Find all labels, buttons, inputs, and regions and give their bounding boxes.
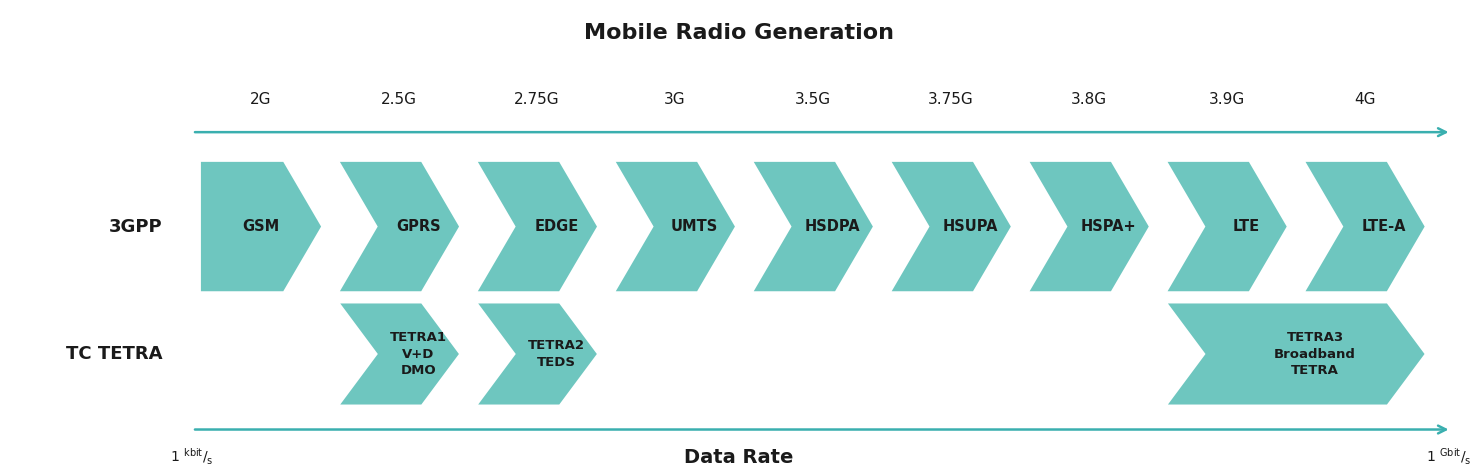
Text: 3G: 3G	[664, 92, 686, 107]
Polygon shape	[1165, 160, 1289, 293]
Polygon shape	[1165, 302, 1426, 406]
Text: TETRA2
TEDS: TETRA2 TEDS	[528, 339, 585, 369]
Polygon shape	[200, 160, 322, 293]
Polygon shape	[476, 302, 599, 406]
Polygon shape	[337, 302, 461, 406]
Text: Data Rate: Data Rate	[684, 448, 794, 467]
Text: 2.5G: 2.5G	[381, 92, 417, 107]
Text: TC TETRA: TC TETRA	[67, 345, 163, 363]
Polygon shape	[1027, 160, 1150, 293]
Text: 3.75G: 3.75G	[928, 92, 974, 107]
Text: LTE-A: LTE-A	[1361, 219, 1406, 234]
Text: $1\ \mathregular{^{kbit}/_{s}}$: $1\ \mathregular{^{kbit}/_{s}}$	[170, 447, 214, 467]
Polygon shape	[476, 160, 599, 293]
Polygon shape	[1304, 160, 1426, 293]
Text: GPRS: GPRS	[396, 219, 440, 234]
Text: EDGE: EDGE	[534, 219, 578, 234]
Text: 3.9G: 3.9G	[1209, 92, 1244, 107]
Text: LTE: LTE	[1233, 219, 1259, 234]
Text: 2G: 2G	[250, 92, 272, 107]
Text: GSM: GSM	[242, 219, 279, 234]
Text: TETRA1
V+D
DMO: TETRA1 V+D DMO	[390, 331, 446, 377]
Text: 3.5G: 3.5G	[795, 92, 831, 107]
Text: UMTS: UMTS	[671, 219, 718, 234]
Text: 4G: 4G	[1354, 92, 1376, 107]
Text: HSDPA: HSDPA	[804, 219, 860, 234]
Text: 3GPP: 3GPP	[109, 218, 163, 236]
Text: 2.75G: 2.75G	[514, 92, 560, 107]
Polygon shape	[613, 160, 736, 293]
Polygon shape	[337, 160, 461, 293]
Text: HSUPA: HSUPA	[943, 219, 998, 234]
Text: Mobile Radio Generation: Mobile Radio Generation	[584, 23, 894, 43]
Text: 3.8G: 3.8G	[1070, 92, 1107, 107]
Polygon shape	[890, 160, 1012, 293]
Text: HSPA+: HSPA+	[1080, 219, 1137, 234]
Text: TETRA3
Broadband
TETRA: TETRA3 Broadband TETRA	[1274, 331, 1355, 377]
Polygon shape	[751, 160, 875, 293]
Text: $1\ \mathregular{^{Gbit}/_{s}}$: $1\ \mathregular{^{Gbit}/_{s}}$	[1426, 447, 1471, 467]
